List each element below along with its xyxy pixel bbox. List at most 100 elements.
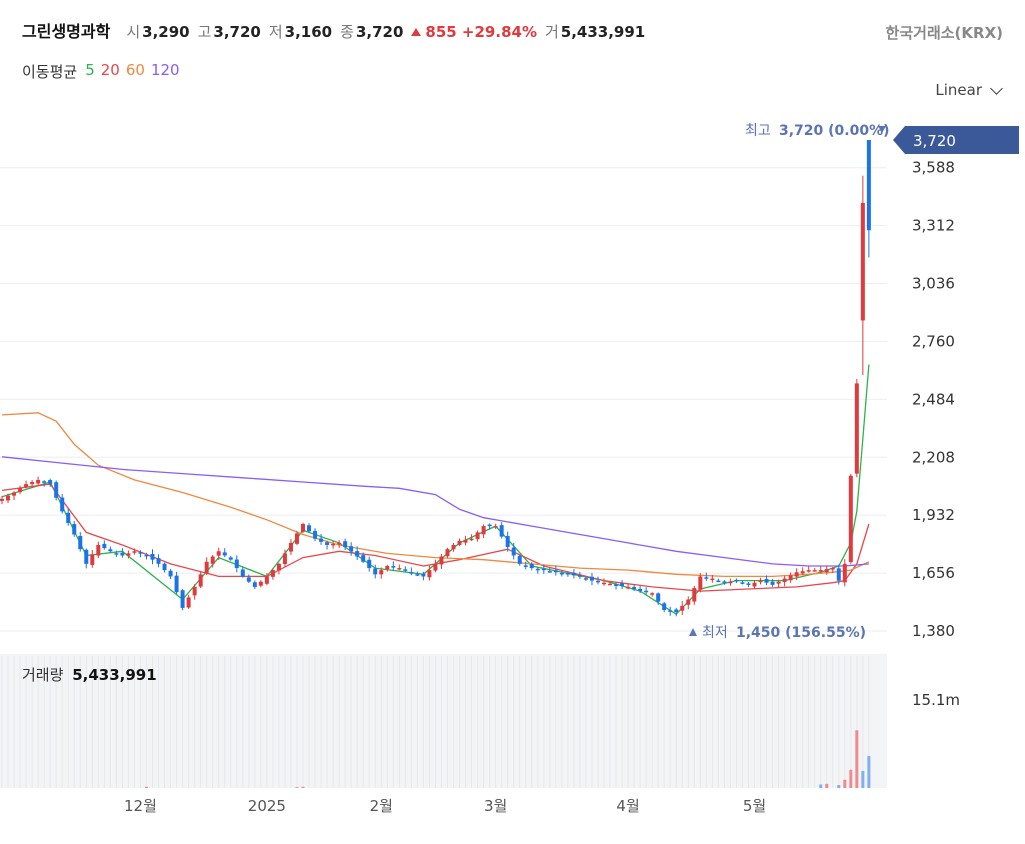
moving-average-lines bbox=[1, 364, 870, 616]
candle-body bbox=[577, 575, 582, 577]
y-tick-label: 1,380 bbox=[912, 622, 955, 640]
up-triangle-icon bbox=[689, 628, 697, 636]
candle-body bbox=[234, 559, 239, 569]
candle-body bbox=[319, 538, 324, 542]
candle-body bbox=[397, 568, 402, 570]
volume-bar bbox=[837, 785, 841, 788]
candle-body bbox=[120, 552, 125, 556]
volume-label: 거 bbox=[544, 23, 559, 41]
candle-body bbox=[553, 570, 558, 573]
candle-body bbox=[156, 558, 161, 564]
candle-body bbox=[632, 587, 637, 590]
candle-body bbox=[270, 570, 275, 577]
ma-legend: 이동평균 5 20 60 120 bbox=[22, 61, 180, 82]
ma-line-60 bbox=[1, 412, 870, 578]
candle-body bbox=[246, 577, 251, 582]
candle-body bbox=[252, 582, 257, 587]
candle-body bbox=[409, 572, 414, 574]
volume-bar bbox=[295, 787, 299, 788]
candle-body bbox=[547, 571, 552, 573]
candle-body bbox=[770, 581, 775, 585]
volume-bar bbox=[843, 779, 847, 788]
candle-body bbox=[463, 539, 468, 543]
candle-body bbox=[72, 524, 77, 535]
y-tick-label: 3,588 bbox=[912, 159, 955, 177]
candle-body bbox=[421, 573, 426, 577]
candle-body bbox=[776, 581, 781, 584]
candle-body bbox=[66, 512, 71, 523]
candle-body bbox=[475, 532, 480, 540]
y-axis: 1,380 1,656 1,932 2,208 2,484 2,760 3,036 3,312… bbox=[912, 159, 955, 640]
ma-legend-item-20: 20 bbox=[100, 61, 120, 79]
candle-body bbox=[349, 546, 354, 552]
volume-bar bbox=[144, 786, 148, 788]
low-annotation-value: 1,450 (156.55%) bbox=[736, 625, 866, 641]
candle-body bbox=[162, 563, 167, 571]
candle-body bbox=[12, 492, 17, 496]
candle-body bbox=[620, 583, 625, 586]
candle-body bbox=[150, 553, 155, 560]
candle-body bbox=[216, 551, 221, 556]
open-value: 3,290 bbox=[142, 23, 190, 41]
candle-body bbox=[559, 572, 564, 575]
candle-body bbox=[439, 556, 444, 565]
candle-body bbox=[144, 554, 149, 557]
candle-body bbox=[481, 526, 486, 535]
candle-body bbox=[198, 574, 203, 587]
candle-body bbox=[379, 570, 384, 575]
candle-body bbox=[313, 530, 318, 539]
candle-body bbox=[294, 533, 299, 544]
ma-legend-item-5: 5 bbox=[85, 61, 95, 79]
change-value: 855 +29.84% bbox=[425, 23, 537, 41]
candle-body bbox=[42, 481, 47, 483]
x-tick-label: 12월 bbox=[124, 797, 157, 815]
candle-body bbox=[674, 609, 679, 613]
candle-body bbox=[842, 563, 847, 583]
candle-body bbox=[704, 577, 709, 579]
candle-body bbox=[18, 488, 23, 493]
candle-body bbox=[126, 553, 131, 556]
candle-body bbox=[626, 586, 631, 589]
candle-body bbox=[282, 553, 287, 565]
candle-body bbox=[523, 565, 528, 567]
candle-body bbox=[854, 383, 859, 474]
candle-body bbox=[331, 543, 336, 546]
high-value: 3,720 bbox=[213, 23, 261, 41]
candle-body bbox=[451, 544, 456, 550]
volume-tick-label: 15.1m bbox=[912, 691, 960, 709]
volume-bar bbox=[855, 730, 859, 788]
volume-bar bbox=[861, 770, 865, 788]
x-tick-label: 5월 bbox=[743, 797, 766, 815]
candle-body bbox=[583, 578, 588, 580]
ma-legend-item-120: 120 bbox=[150, 61, 180, 79]
candle-body bbox=[662, 603, 667, 611]
scale-select[interactable]: Linear bbox=[935, 81, 1003, 99]
y-tick-label: 3,036 bbox=[912, 275, 955, 293]
candle-body bbox=[90, 554, 95, 565]
candle-body bbox=[373, 568, 378, 575]
candle-body bbox=[608, 583, 613, 586]
high-annotation-value: 3,720 (0.00%) bbox=[779, 123, 890, 139]
candle-body bbox=[343, 541, 348, 548]
candle-body bbox=[301, 523, 305, 532]
exchange-name: 한국거래소(KRX) bbox=[885, 24, 1003, 42]
annotations: 최고 3,720 (0.00%) 최저 1,450 (156.55%) 3,72… bbox=[689, 123, 1019, 641]
candle-body bbox=[367, 559, 372, 569]
candle-body bbox=[258, 581, 263, 586]
high-label: 고 bbox=[197, 23, 212, 41]
candle-body bbox=[860, 202, 865, 321]
up-triangle-icon bbox=[411, 28, 422, 36]
candle-body bbox=[493, 526, 498, 528]
candle-body bbox=[716, 580, 721, 583]
candle-body bbox=[469, 538, 474, 541]
candle-body bbox=[361, 555, 366, 562]
ma-legend-title: 이동평균 bbox=[22, 63, 78, 81]
volume-background bbox=[0, 654, 887, 788]
close-value: 3,720 bbox=[355, 23, 404, 41]
candle-body bbox=[48, 480, 53, 485]
volume-header: 거래량 5,433,991 bbox=[22, 664, 157, 685]
candle-body bbox=[505, 536, 510, 548]
candle-body bbox=[656, 593, 661, 602]
candle-body bbox=[24, 484, 29, 488]
